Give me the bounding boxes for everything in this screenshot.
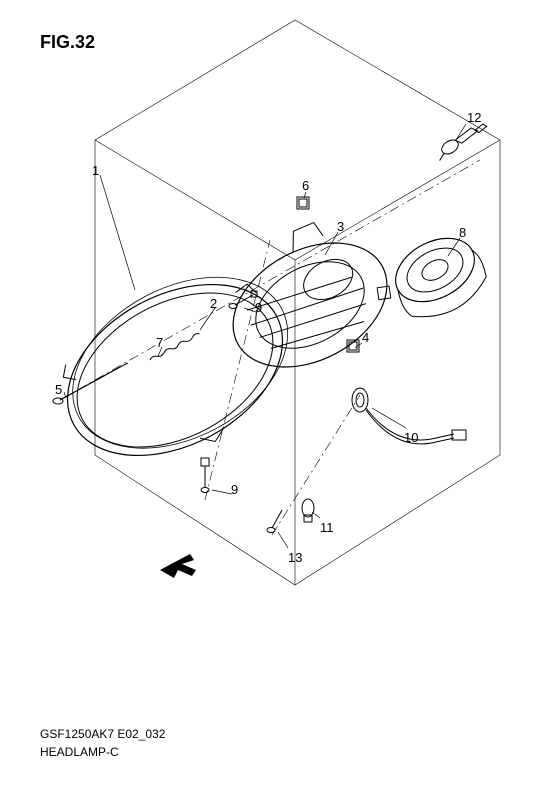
callout-8: 8 <box>459 225 466 240</box>
callout-9b: 9 <box>231 482 238 497</box>
callout-7: 7 <box>156 335 163 350</box>
callout-11: 11 <box>320 520 334 535</box>
page: FIG.32 <box>0 0 560 791</box>
callout-12: 12 <box>467 110 481 125</box>
callout-3: 3 <box>337 219 344 234</box>
fwd-marker-icon <box>160 554 196 578</box>
callout-5: 5 <box>55 382 62 397</box>
footer-block: GSF1250AK7 E02_032 HEADLAMP-C <box>40 725 165 761</box>
callout-1: 1 <box>92 163 99 178</box>
footer-line-2: HEADLAMP-C <box>40 743 165 761</box>
callout-10: 10 <box>404 430 418 445</box>
callout-2: 2 <box>210 296 217 311</box>
callout-4: 4 <box>362 330 369 345</box>
callout-9a: 9 <box>255 300 262 315</box>
callout-13: 13 <box>288 550 302 565</box>
callout-6: 6 <box>302 178 309 193</box>
footer-line-1: GSF1250AK7 E02_032 <box>40 725 165 743</box>
